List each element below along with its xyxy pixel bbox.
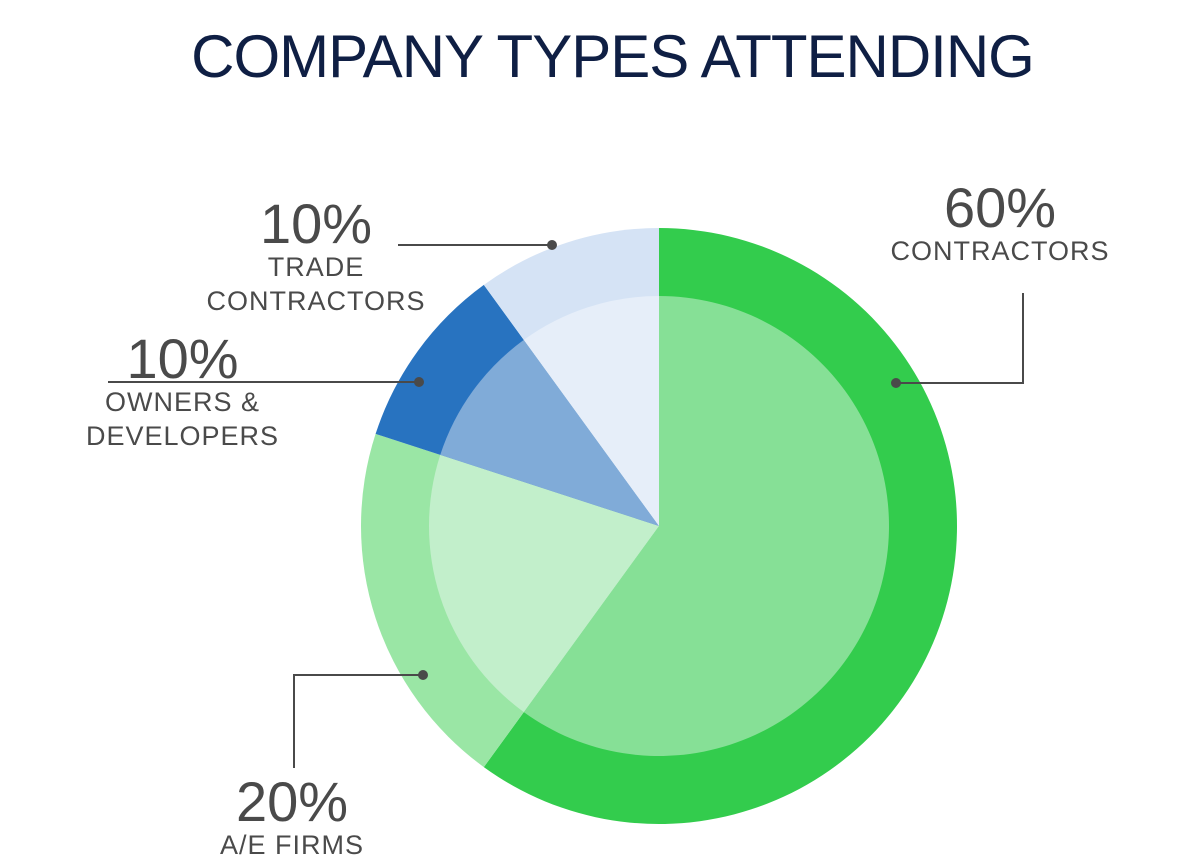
trade-contractors-name-line2: CONTRACTORS — [206, 286, 426, 316]
label-ae-firms: 20% A/E FIRMS — [192, 770, 392, 862]
slice-inner-contractors — [523, 296, 889, 756]
contractors-name: CONTRACTORS — [890, 236, 1110, 266]
chart-title: COMPANY TYPES ATTENDING — [191, 23, 1035, 90]
ae-firms-name: A/E FIRMS — [219, 830, 364, 860]
contractors-percent: 60% — [943, 176, 1057, 239]
leader-contractors — [896, 293, 1024, 384]
owners-developers-name-line1: OWNERS & — [104, 387, 260, 417]
leader-contractors-dot — [891, 378, 901, 388]
leader-trade-contractors-dot — [547, 240, 557, 250]
ae-firms-percent: 20% — [235, 770, 349, 833]
leader-ae-firms — [293, 674, 423, 768]
leader-lines — [108, 240, 1024, 768]
trade-contractors-percent: 10% — [259, 192, 373, 255]
slice-inner-a-e-firms — [428, 454, 659, 713]
owners-developers-name-line2: DEVELOPERS — [85, 421, 280, 451]
owners-developers-percent: 10% — [126, 327, 239, 390]
leader-owners-developers-dot — [414, 377, 424, 387]
slice-inner-owners-developers — [440, 339, 659, 526]
trade-contractors-name-line1: TRADE — [267, 252, 365, 282]
label-trade-contractors: 10% TRADE CONTRACTORS — [196, 192, 436, 318]
leader-ae-firms-dot — [418, 670, 428, 680]
slice-inner-trade-contractors — [523, 296, 659, 526]
pie-inner-disc — [428, 296, 889, 756]
label-owners-developers: 10% OWNERS & DEVELOPERS — [70, 327, 295, 453]
label-contractors: 60% CONTRACTORS — [880, 176, 1120, 268]
